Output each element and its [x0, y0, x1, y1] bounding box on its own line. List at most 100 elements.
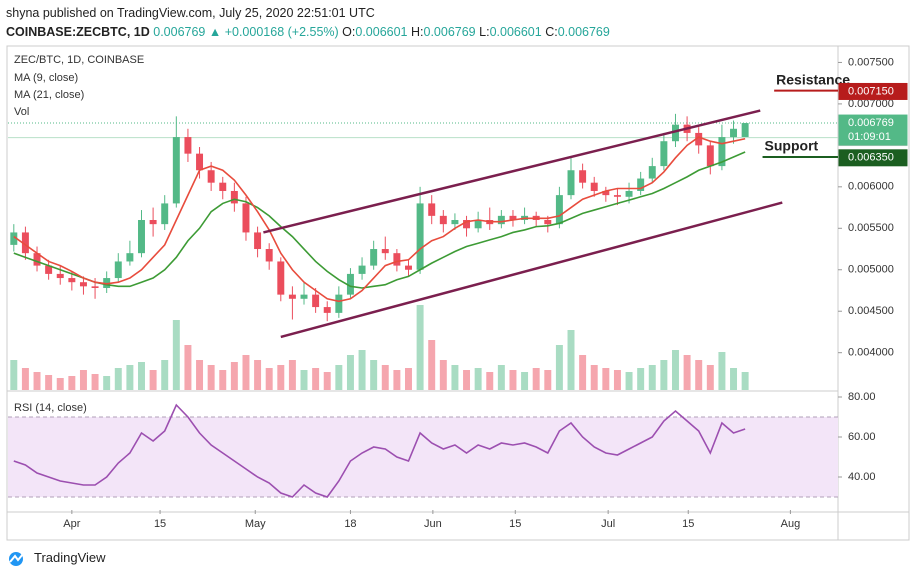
volume-bar	[172, 320, 180, 390]
candle-body	[91, 286, 99, 288]
candle-body	[68, 278, 76, 283]
volume-bar	[474, 368, 482, 390]
level-label: Resistance	[776, 71, 850, 87]
change: 0.006769 ▲ +0.000168 (+2.55%)	[153, 25, 339, 39]
candle-body	[660, 141, 668, 167]
volume-bar	[509, 370, 517, 390]
candle-body	[625, 190, 633, 197]
volume-bar	[706, 365, 714, 390]
volume-bar	[254, 360, 262, 390]
x-tick-label: May	[245, 518, 266, 530]
x-tick-label: Jun	[424, 518, 442, 530]
volume-bar	[439, 360, 447, 390]
h-label: H:	[411, 25, 424, 39]
candle-body	[497, 215, 505, 225]
volume-bar	[730, 368, 738, 390]
price-tag	[838, 114, 908, 146]
volume-bar	[114, 368, 122, 390]
candle-body	[230, 190, 238, 204]
volume-bar	[718, 352, 726, 390]
candle-body	[219, 182, 227, 191]
volume-bar	[335, 365, 343, 390]
x-tick-label: 15	[509, 518, 521, 530]
candle-body	[381, 249, 389, 254]
candle-body	[10, 232, 18, 245]
rsi-tick-label: 80.00	[848, 391, 876, 403]
candle-body	[590, 182, 598, 191]
candle-body	[346, 273, 354, 295]
volume-bar	[683, 355, 691, 390]
candle-body	[451, 220, 459, 225]
price-tag-label: 0.006350	[848, 152, 894, 164]
l-value: 0.006601	[489, 25, 542, 39]
candle-body	[613, 195, 621, 197]
header: shyna published on TradingView.com, July…	[6, 4, 610, 42]
volume-bar	[567, 330, 575, 390]
ma9-line	[13, 136, 746, 303]
volume-bar	[323, 372, 331, 390]
candle-body	[509, 215, 517, 220]
o-value: 0.006601	[355, 25, 408, 39]
volume-bar	[184, 345, 192, 390]
volume-bar	[695, 360, 703, 390]
candle-body	[370, 249, 378, 266]
volume-bar	[56, 378, 64, 390]
candle-body	[579, 170, 587, 183]
legend-ma21: MA (21, close)	[14, 89, 84, 101]
candle-body	[637, 178, 645, 191]
volume-bar	[613, 370, 621, 390]
candle-body	[21, 232, 29, 254]
volume-bar	[288, 360, 296, 390]
price-tag-label: 0.006769	[848, 117, 894, 129]
countdown: 01:09:01	[848, 131, 891, 143]
candle-body	[277, 261, 285, 295]
volume-bar	[497, 365, 505, 390]
candle-body	[265, 249, 273, 262]
candle-body	[358, 265, 366, 274]
c-value: 0.006769	[557, 25, 610, 39]
trendline	[263, 109, 761, 234]
volume-bar	[126, 365, 134, 390]
price-tag-label: 0.007150	[848, 85, 894, 97]
candle-body	[474, 220, 482, 229]
rsi-line	[13, 403, 746, 498]
volume-bar	[648, 365, 656, 390]
volume-bar	[486, 372, 494, 390]
volume-bar	[463, 370, 471, 390]
volume-bar	[544, 370, 552, 390]
volume-bar	[45, 375, 53, 390]
volume-bar	[451, 365, 459, 390]
x-tick-label: Aug	[781, 518, 801, 530]
volume-bar	[590, 365, 598, 390]
trendline	[280, 201, 783, 339]
candle-body	[323, 307, 331, 313]
price-tag	[838, 82, 908, 100]
candle-body	[254, 232, 262, 250]
symbol: COINBASE:ZECBTC, 1D	[6, 25, 150, 39]
y-tick-label: 0.006000	[848, 181, 894, 193]
volume-bar	[242, 355, 250, 390]
y-tick-label: 0.004000	[848, 347, 894, 359]
footer-brand: TradingView	[34, 550, 106, 565]
candle-body	[114, 261, 122, 279]
rsi-band	[8, 417, 838, 497]
volume-bar	[532, 368, 540, 390]
volume-bar	[625, 372, 633, 390]
volume-bar	[219, 370, 227, 390]
y-tick-label: 0.005000	[848, 264, 894, 276]
legend-ma9: MA (9, close)	[14, 72, 78, 84]
volume-bar	[161, 360, 169, 390]
candle-body	[428, 203, 436, 216]
candle-body	[196, 153, 204, 171]
o-label: O:	[342, 25, 356, 39]
candle-body	[138, 220, 145, 254]
candle-body	[393, 253, 401, 266]
candle-body	[648, 166, 656, 179]
x-tick-label: 15	[682, 518, 694, 530]
volume-bar	[138, 362, 145, 390]
candle-body	[300, 294, 308, 299]
rsi-tick-label: 40.00	[848, 471, 876, 483]
volume-bar	[300, 370, 308, 390]
candle-body	[602, 190, 610, 196]
